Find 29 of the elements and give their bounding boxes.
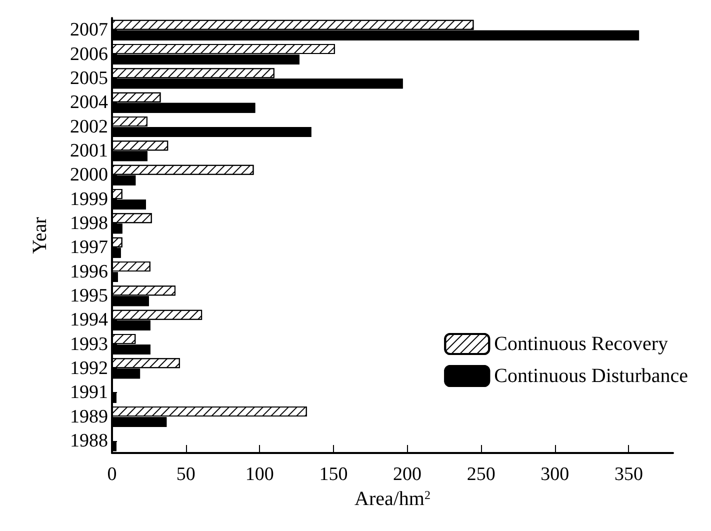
y-tick-label: 1991 xyxy=(70,382,108,404)
y-tick-label: 2004 xyxy=(70,92,108,114)
y-tick-label: 1997 xyxy=(70,237,108,258)
y-tick-label: 1993 xyxy=(70,334,108,355)
y-tick-label: 1992 xyxy=(70,358,108,379)
y-tick-label: 1988 xyxy=(70,430,108,452)
y-tick-label: 2007 xyxy=(70,20,108,41)
x-tick-label: 50 xyxy=(176,464,196,485)
y-tick-label: 1995 xyxy=(70,285,108,306)
y-tick-label: 2006 xyxy=(70,44,108,65)
y-axis-title: Year xyxy=(29,216,51,254)
y-tick-label: 2002 xyxy=(70,116,108,138)
x-tick-label: 350 xyxy=(614,464,643,485)
y-tick-label: 1994 xyxy=(70,310,108,331)
x-tick-label: 0 xyxy=(107,464,117,485)
legend-label: Continuous Recovery xyxy=(494,333,668,355)
y-tick-label: 1999 xyxy=(70,188,108,210)
x-tick-label: 200 xyxy=(393,464,422,485)
y-tick-label: 2001 xyxy=(70,140,108,162)
y-tick-label: 2005 xyxy=(70,68,108,89)
x-tick-label: 100 xyxy=(245,464,274,485)
x-tick-label: 300 xyxy=(540,464,570,485)
x-tick-label: 150 xyxy=(319,464,348,485)
y-tick-label: 1996 xyxy=(70,261,108,282)
y-tick-label: 1989 xyxy=(70,406,108,428)
y-tick-label: 2000 xyxy=(70,164,108,186)
x-tick-label: 250 xyxy=(466,464,496,485)
legend-label: Continuous Disturbance xyxy=(494,365,688,387)
y-tick-label: 1998 xyxy=(70,212,108,234)
